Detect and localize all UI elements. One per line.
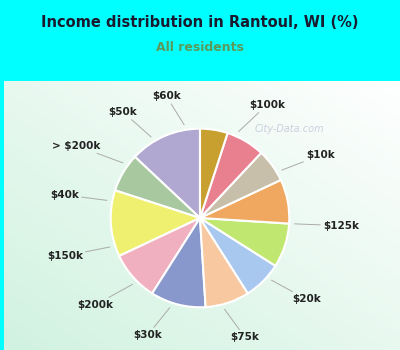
Text: $30k: $30k (133, 308, 170, 340)
Text: > $200k: > $200k (52, 140, 123, 163)
Wedge shape (200, 218, 276, 293)
Wedge shape (135, 129, 200, 218)
Wedge shape (152, 218, 206, 307)
Text: All residents: All residents (156, 41, 244, 54)
Text: $75k: $75k (224, 309, 260, 342)
Wedge shape (200, 153, 281, 218)
Text: $60k: $60k (152, 91, 184, 125)
Text: $10k: $10k (282, 150, 335, 170)
Wedge shape (200, 218, 289, 266)
Text: $100k: $100k (238, 100, 285, 132)
Text: $20k: $20k (272, 280, 321, 304)
Text: City-Data.com: City-Data.com (254, 124, 324, 134)
Text: $40k: $40k (50, 190, 107, 200)
Wedge shape (200, 129, 228, 218)
Text: Income distribution in Rantoul, WI (%): Income distribution in Rantoul, WI (%) (41, 15, 359, 30)
Text: $50k: $50k (108, 107, 151, 137)
Text: $200k: $200k (77, 284, 132, 310)
Wedge shape (200, 180, 289, 224)
Wedge shape (115, 157, 200, 218)
Wedge shape (111, 190, 200, 256)
Wedge shape (200, 133, 261, 218)
Wedge shape (200, 218, 248, 307)
Text: $125k: $125k (294, 221, 359, 231)
Wedge shape (119, 218, 200, 293)
Text: $150k: $150k (47, 247, 110, 261)
